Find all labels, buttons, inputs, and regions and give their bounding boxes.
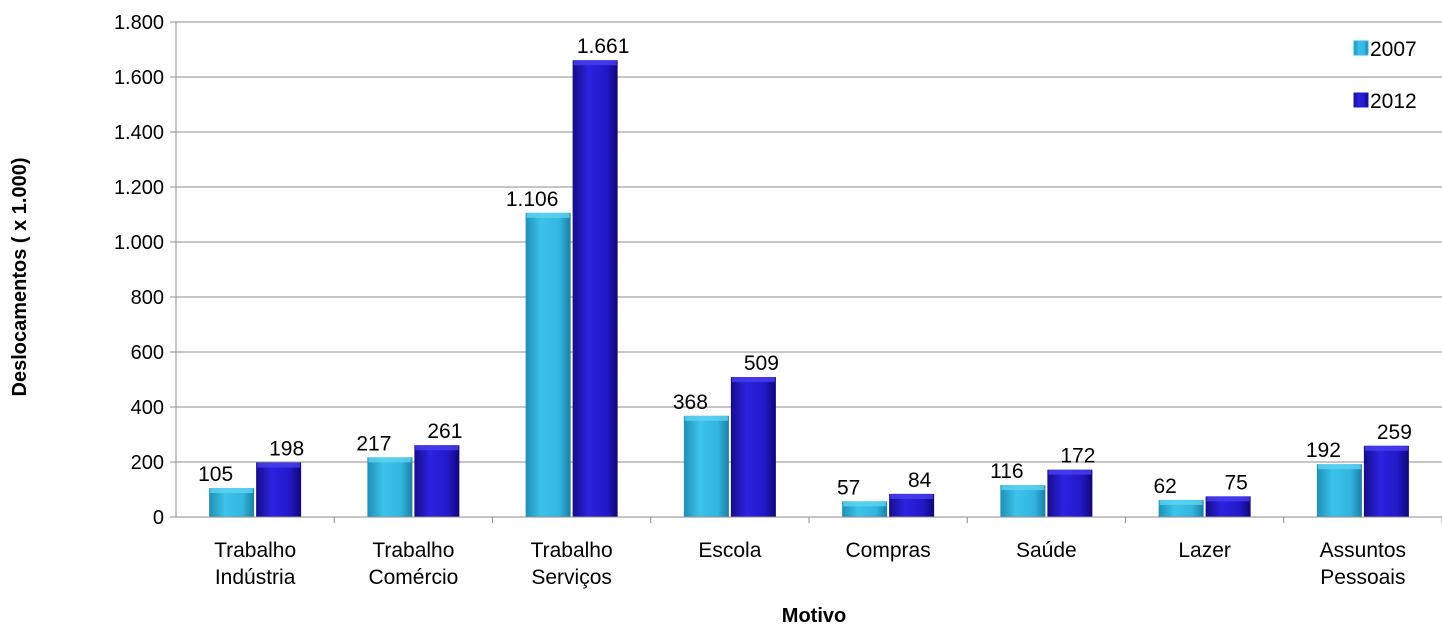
- bars: [209, 60, 1409, 517]
- bar-bevel: [368, 457, 412, 463]
- x-tick-label-line: Saúde: [1016, 539, 1077, 562]
- legend-label: 2012: [1370, 90, 1417, 113]
- axes: 0 200 400 600 800 1.000 1.200 1.400 1.600 1.800 Tr…: [114, 12, 1442, 589]
- bar-2012: [889, 493, 935, 517]
- y-tick-label: 600: [131, 342, 164, 364]
- bar-bevel: [1364, 445, 1408, 451]
- bar-bevel: [843, 501, 887, 507]
- data-label: 57: [837, 476, 860, 499]
- y-axis-title: Deslocamentos ( x 1.000): [9, 158, 31, 397]
- bar-2007: [367, 457, 413, 517]
- bar-bevel: [210, 488, 254, 494]
- x-tick-label-line: Pessoais: [1320, 566, 1405, 589]
- legend: 2007 2012: [1353, 38, 1417, 113]
- bar-2012: [1363, 445, 1409, 517]
- bar-bevel: [731, 377, 775, 383]
- data-label: 368: [673, 391, 708, 414]
- bar-bevel: [573, 60, 617, 66]
- bar-bevel: [1159, 499, 1203, 505]
- bar-bevel: [415, 445, 459, 451]
- y-tick-label: 200: [131, 452, 164, 474]
- bar-2007: [1316, 464, 1362, 517]
- y-tick-label: 1.000: [114, 232, 164, 254]
- bar-bevel: [684, 415, 728, 421]
- gridlines: [176, 21, 1442, 463]
- data-label: 259: [1377, 421, 1412, 444]
- y-tick-label: 1.200: [114, 177, 164, 199]
- bar-2012: [256, 462, 302, 517]
- bar-2007: [1000, 485, 1046, 517]
- x-tick-label: Trabalho Serviços: [531, 539, 613, 589]
- y-tick-label: 1.600: [114, 67, 164, 89]
- x-tick-label: Trabalho Comércio: [368, 539, 458, 589]
- y-tick-label: 800: [131, 287, 164, 309]
- x-tick-label-line: Assuntos: [1320, 539, 1406, 562]
- x-tick-label-line: Compras: [846, 539, 931, 562]
- data-label: 192: [1306, 439, 1341, 462]
- x-tick-label: Trabalho Indústria: [214, 539, 296, 589]
- x-tick-label-line: Escola: [698, 539, 761, 562]
- x-tick-label-line: Serviços: [531, 566, 612, 589]
- y-tick-label: 1.400: [114, 122, 164, 144]
- data-label: 198: [269, 438, 304, 461]
- bar-2007: [525, 212, 571, 517]
- x-tick-label: Assuntos Pessoais: [1320, 539, 1406, 589]
- legend-label: 2007: [1370, 38, 1417, 61]
- bar-bevel: [1001, 485, 1045, 491]
- bar-bevel: [1206, 496, 1250, 502]
- data-label: 217: [356, 432, 391, 455]
- data-labels: 105 198 217 261 1.106 1.661 368 509 57 84 116 172 62…: [198, 35, 1412, 499]
- data-label: 172: [1060, 445, 1095, 468]
- y-tick-label: 400: [131, 397, 164, 419]
- data-label: 84: [908, 469, 932, 492]
- bar-2012: [1047, 469, 1093, 517]
- bar-bevel: [890, 493, 934, 499]
- x-tick-label: Lazer: [1178, 539, 1231, 562]
- x-tick-label: Saúde: [1016, 539, 1077, 562]
- x-tick-label-line: Trabalho: [531, 539, 613, 562]
- x-tick-label-line: Trabalho: [214, 539, 296, 562]
- bar-bevel: [1048, 469, 1092, 475]
- bar-2007: [683, 415, 729, 517]
- bar-bevel: [1317, 464, 1361, 470]
- x-axis-title: Motivo: [782, 605, 846, 627]
- legend-swatch-2007: [1353, 40, 1369, 56]
- bar-2012: [572, 60, 618, 517]
- data-label: 75: [1224, 471, 1247, 494]
- x-tick-label: Compras: [846, 539, 931, 562]
- data-label: 116: [990, 460, 1023, 483]
- data-label: 509: [744, 352, 779, 375]
- data-label: 1.661: [577, 35, 630, 58]
- legend-swatch-2012: [1353, 92, 1369, 108]
- x-tick-label-line: Lazer: [1178, 539, 1231, 562]
- bar-bevel: [526, 212, 570, 218]
- x-tick-label: Escola: [698, 539, 761, 562]
- bar-bevel: [257, 462, 301, 468]
- y-tick-label: 1.800: [114, 12, 164, 34]
- data-label: 1.106: [506, 188, 559, 211]
- bar-2012: [414, 445, 460, 517]
- data-label: 62: [1153, 475, 1176, 498]
- data-label: 105: [198, 463, 233, 486]
- data-label: 261: [427, 420, 462, 443]
- x-tick-label-line: Comércio: [368, 566, 458, 589]
- bar-2012: [1205, 496, 1251, 517]
- x-tick-label-line: Trabalho: [372, 539, 454, 562]
- y-tick-label: 0: [153, 507, 164, 529]
- bar-2012: [730, 377, 776, 517]
- x-tick-label-line: Indústria: [215, 566, 296, 589]
